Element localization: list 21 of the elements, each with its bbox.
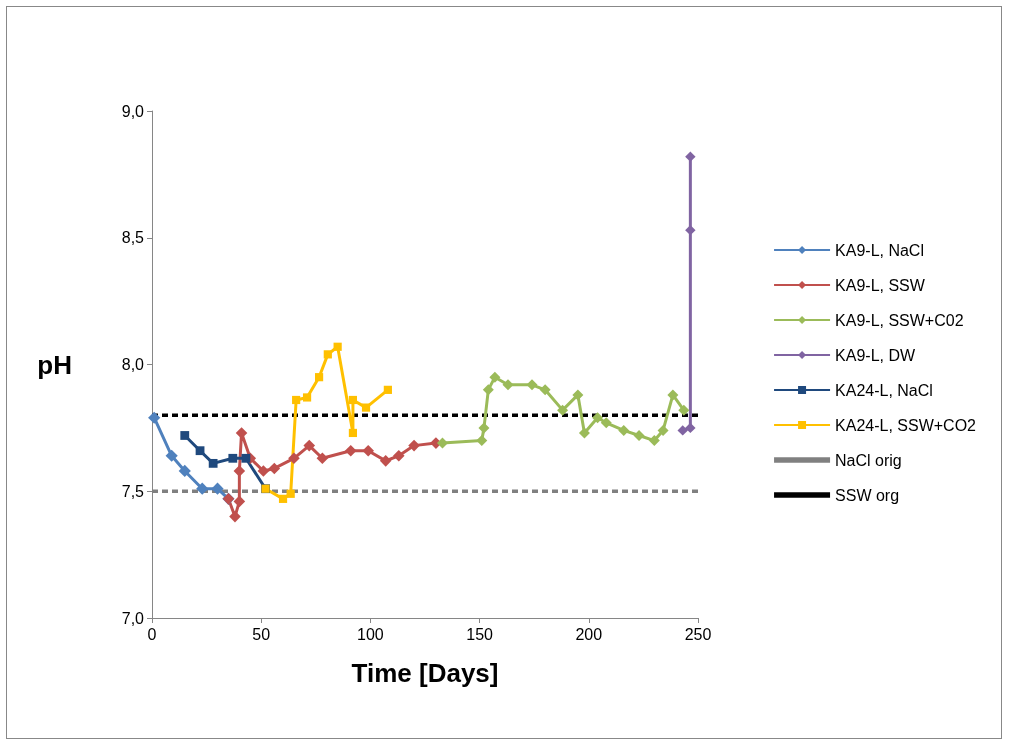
x-tick-label: 0 <box>147 625 157 643</box>
legend-label: NaCl orig <box>835 451 902 469</box>
x-tick-label: 50 <box>252 625 271 643</box>
y-tick-label: 9,0 <box>121 102 145 120</box>
y-tick-label: 7,5 <box>121 482 145 500</box>
y-tick-label: 7,0 <box>121 609 145 627</box>
legend-label: KA24-L, SSW+CO2 <box>835 416 977 434</box>
legend-label: KA9-L, SSW+C02 <box>835 311 964 329</box>
legend-label: KA24-L, NaCl <box>835 381 933 399</box>
y-tick-label: 8,5 <box>121 229 145 247</box>
legend-label: KA9-L, SSW <box>835 276 926 294</box>
legend-label: KA9-L, NaCl <box>835 241 924 259</box>
x-axis-title: Time [Days] <box>351 658 499 688</box>
x-tick-label: 100 <box>357 625 384 643</box>
y-axis-title: pH <box>37 349 72 380</box>
y-tick-label: 8,0 <box>121 356 145 373</box>
legend-label: SSW org <box>835 486 900 504</box>
x-tick-label: 200 <box>575 625 603 643</box>
x-tick-label: 250 <box>684 625 712 643</box>
legend-label: KA9-L, DW <box>835 346 916 364</box>
x-tick-label: 150 <box>466 625 494 643</box>
